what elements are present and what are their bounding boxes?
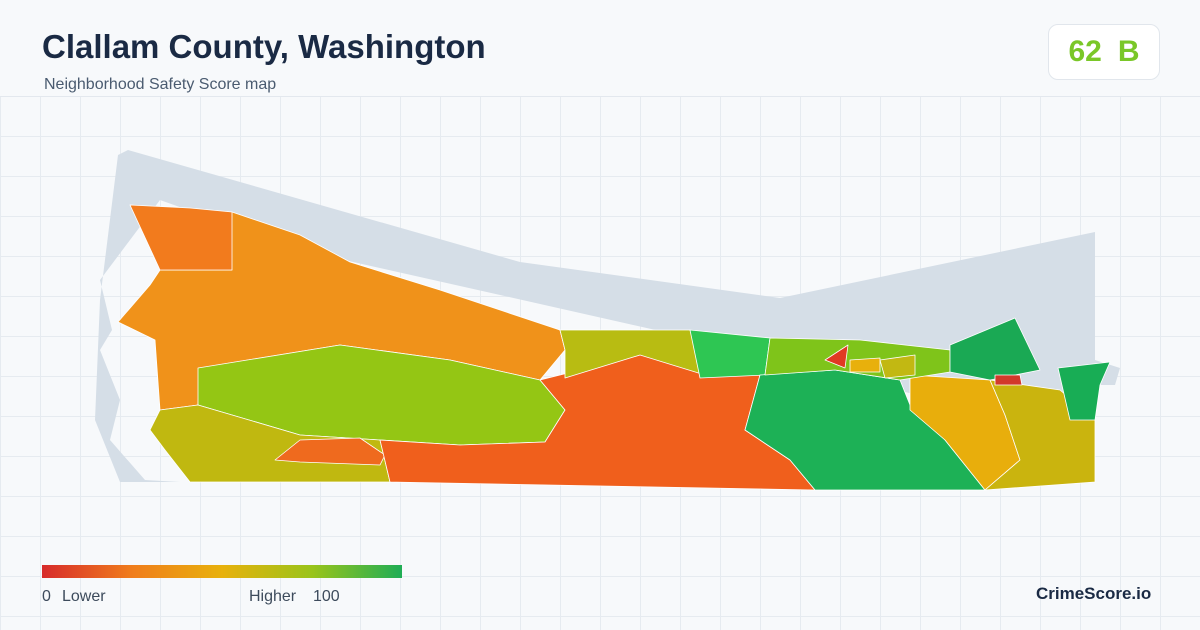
score: 62 [1068,35,1102,68]
legend-min-label: Lower [62,588,106,605]
legend-max-label: Higher [249,588,297,605]
region [994,374,1023,386]
brand: CrimeScore.io [1036,584,1152,603]
region [879,354,916,379]
header: Clallam County, Washington Neighborhood … [0,0,1200,97]
subtitle: Neighborhood Safety Score map [44,76,277,93]
region [824,344,849,369]
legend-gradient [42,565,402,578]
water [95,150,1120,482]
region [849,357,881,373]
title: Clallam County, Washington [42,28,486,65]
legend-max: 100 [313,588,340,605]
region [1057,361,1111,421]
legend-min: 0 [42,588,51,605]
score-badge: 62 B [1048,24,1160,80]
region [689,329,771,379]
region [129,204,233,271]
grade: B [1117,35,1140,68]
